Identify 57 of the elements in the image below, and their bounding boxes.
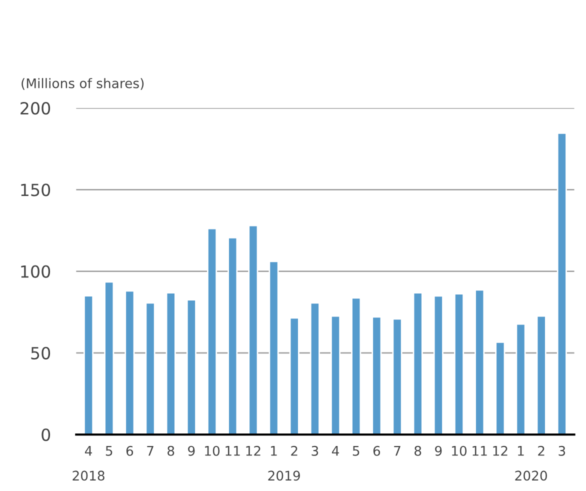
y-tick-label: 50 (31, 346, 50, 360)
x-tick-label: 5 (352, 446, 360, 456)
bar (433, 295, 444, 435)
x-tick-label: 1 (271, 446, 277, 456)
bar (495, 341, 506, 435)
bar (248, 224, 258, 435)
bar (166, 292, 176, 435)
x-tick-label: 6 (373, 446, 380, 456)
bar (124, 290, 135, 435)
x-tick-label: 5 (106, 446, 112, 456)
bar (536, 315, 546, 435)
x-tick-label: 4 (332, 446, 339, 456)
x-tick-label: 11 (472, 446, 487, 456)
bar (228, 236, 238, 435)
x-tick-label: 12 (246, 446, 260, 456)
bar (186, 299, 196, 435)
text: 2020 (515, 470, 547, 481)
text: 2019 (268, 470, 300, 481)
bar (351, 297, 362, 435)
x-tick-label: 11 (226, 446, 240, 456)
bar (412, 292, 423, 435)
bar (556, 132, 567, 435)
y-tick-label: 150 (21, 184, 50, 196)
bar (372, 316, 382, 435)
x-tick-label: 8 (414, 446, 422, 456)
text: 2018 (72, 470, 104, 481)
bar (474, 289, 485, 435)
x-tick-label: 4 (84, 446, 92, 456)
x-tick-label: 3 (558, 446, 566, 456)
x-tick-label: 10 (452, 446, 467, 456)
bar (330, 315, 341, 435)
x-tick-label: 7 (147, 446, 154, 456)
x-tick-label: 6 (126, 446, 134, 456)
x-tick-label: 12 (493, 446, 508, 456)
bar (454, 293, 464, 435)
x-tick-label: 9 (188, 446, 195, 456)
bar (392, 318, 402, 435)
bar (145, 302, 156, 435)
x-tick-label: 2 (538, 446, 544, 456)
x-tick-label: 1 (518, 446, 524, 456)
bar (310, 302, 320, 435)
bar (289, 317, 300, 435)
bar (516, 323, 526, 435)
x-tick-label: 3 (312, 446, 318, 456)
bar (104, 281, 114, 435)
x-tick-label: 7 (394, 446, 400, 456)
x-tick-label: 10 (205, 446, 220, 456)
bar (207, 228, 218, 435)
y-tick-label: 0 (42, 428, 50, 442)
bar (84, 295, 94, 435)
bar (268, 260, 279, 435)
y-tick-label: 100 (21, 265, 50, 278)
y-axis-title: (Millions of shares) (22, 78, 144, 90)
x-tick-label: 8 (168, 446, 174, 456)
y-tick-label: 200 (20, 102, 50, 115)
x-tick-label: 2 (291, 446, 298, 456)
x-tick-label: 9 (435, 446, 442, 456)
